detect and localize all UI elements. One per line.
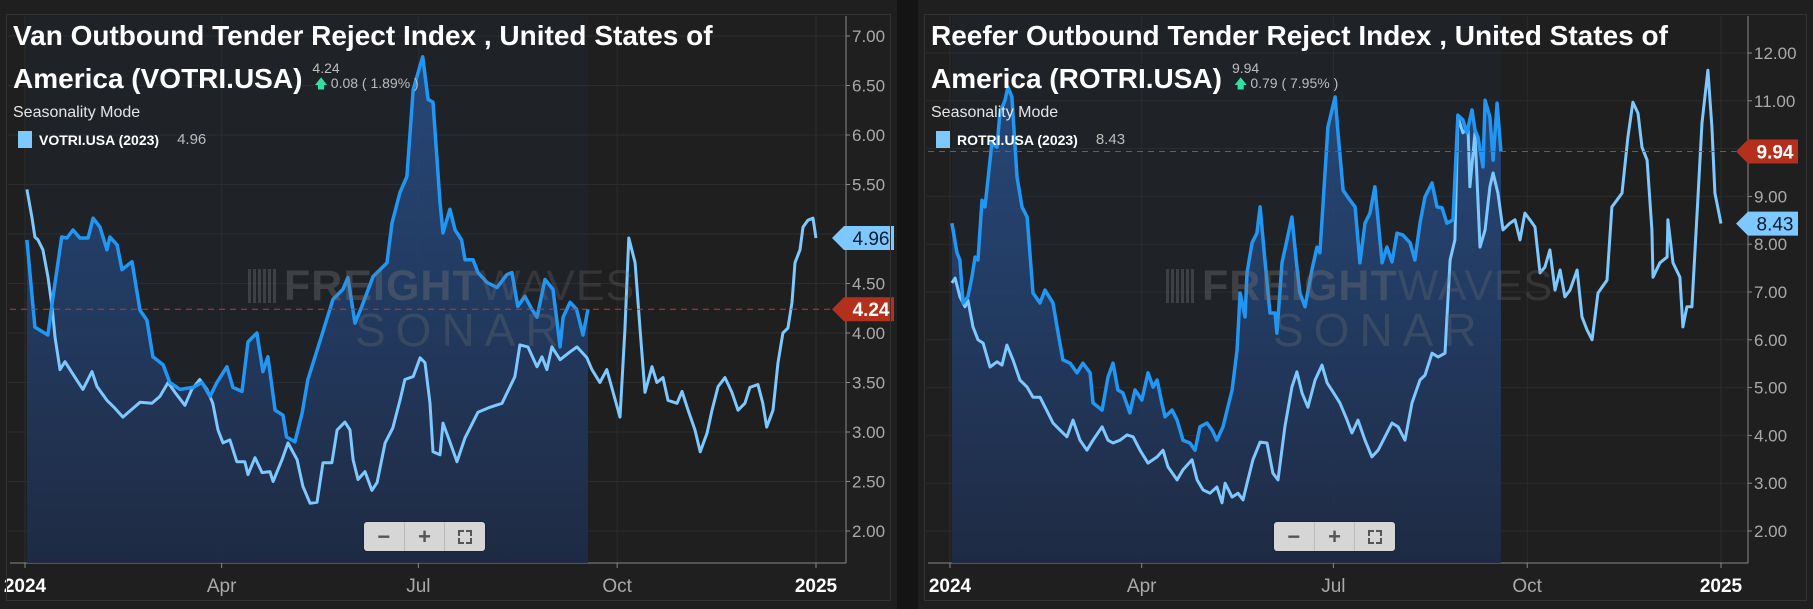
fullscreen-button[interactable] bbox=[445, 522, 485, 551]
votri-chart-panel: 2.002.503.003.504.004.505.005.506.006.50… bbox=[0, 0, 897, 609]
y-tick-label: 4.50 bbox=[852, 275, 885, 294]
y-tick-label: 2.50 bbox=[852, 473, 885, 492]
x-tick-label: Apr bbox=[207, 576, 237, 597]
last-value: 4.24 bbox=[312, 60, 340, 76]
change-value: 0.08 ( 1.89% ) bbox=[330, 75, 419, 91]
x-tick-label: 2025 bbox=[1700, 576, 1743, 597]
chart-title-line1: Van Outbound Tender Reject Index , Unite… bbox=[13, 20, 713, 51]
last-value: 9.94 bbox=[1231, 60, 1260, 76]
comparison-value-tag-text: 4.96 bbox=[853, 229, 890, 250]
y-tick-label: 3.00 bbox=[852, 423, 885, 442]
x-tick-label: Jul bbox=[1321, 576, 1345, 597]
legend-swatch bbox=[936, 131, 950, 148]
y-tick-label: 7.00 bbox=[852, 27, 885, 46]
chart-title-line1: Reefer Outbound Tender Reject Index , Un… bbox=[931, 20, 1668, 51]
x-tick-label: 2024 bbox=[929, 576, 972, 597]
y-tick-label: 6.00 bbox=[1754, 331, 1787, 350]
plus-icon: + bbox=[1328, 523, 1341, 549]
current-value-tag-text: 4.24 bbox=[853, 300, 890, 321]
legend-swatch bbox=[18, 131, 32, 148]
y-tick-label: 3.00 bbox=[1754, 474, 1787, 493]
chart-title-line2: America (ROTRI.USA) bbox=[931, 63, 1222, 94]
rotri-chart-svg[interactable]: 2.003.004.005.006.007.008.009.0010.0011.… bbox=[918, 0, 1813, 609]
y-tick-label: 2.00 bbox=[852, 522, 885, 541]
series-2023-line[interactable] bbox=[950, 68, 1723, 505]
x-tick-label: Jul bbox=[406, 576, 430, 597]
up-arrow-icon: 🡅 bbox=[1233, 76, 1248, 91]
y-tick-label: 8.00 bbox=[1754, 235, 1787, 254]
zoom-out-button[interactable]: − bbox=[364, 522, 405, 551]
chart-title: Reefer Outbound Tender Reject Index , Un… bbox=[931, 14, 1668, 100]
legend-label: VOTRI.USA (2023) bbox=[39, 131, 160, 148]
current-value-tag-text: 9.94 bbox=[1757, 142, 1794, 163]
fullscreen-icon bbox=[458, 529, 473, 544]
series-2024-line[interactable] bbox=[950, 85, 1503, 452]
rotri-chart-panel: 2.003.004.005.006.007.008.009.0010.0011.… bbox=[918, 0, 1813, 609]
legend-item[interactable]: ROTRI.USA (2023) 8.43 bbox=[936, 131, 1125, 148]
legend-value: 8.43 bbox=[1095, 131, 1126, 148]
current-value-tag: 4.24 bbox=[832, 297, 894, 322]
zoom-controls: − + bbox=[1274, 522, 1395, 551]
current-value-tag-shape bbox=[1736, 139, 1798, 164]
votri-chart-svg[interactable]: 2.002.503.003.504.004.505.005.506.006.50… bbox=[0, 0, 897, 609]
plus-icon: + bbox=[418, 523, 431, 549]
comparison-value-tag-shape bbox=[832, 225, 894, 250]
legend-label: ROTRI.USA (2023) bbox=[957, 131, 1078, 148]
quote-block: 4.24 🡅 0.08 ( 1.89% ) bbox=[312, 60, 419, 92]
chart-title-line2: America (VOTRI.USA) bbox=[13, 63, 303, 94]
chart-title: Van Outbound Tender Reject Index , Unite… bbox=[13, 14, 713, 100]
x-tick-label: Oct bbox=[602, 576, 632, 597]
series-2024-band bbox=[26, 16, 588, 563]
y-tick-label: 11.00 bbox=[1754, 92, 1795, 111]
x-tick-label: 2024 bbox=[4, 576, 47, 597]
zoom-in-button[interactable]: + bbox=[1315, 522, 1356, 551]
y-tick-label: 2.00 bbox=[1754, 522, 1787, 541]
y-tick-label: 3.50 bbox=[852, 374, 885, 393]
y-tick-label: 6.50 bbox=[852, 77, 885, 96]
y-tick-label: 5.50 bbox=[852, 176, 885, 195]
up-arrow-icon: 🡅 bbox=[314, 76, 328, 91]
x-tick-label: Apr bbox=[1127, 576, 1157, 597]
zoom-out-button[interactable]: − bbox=[1274, 522, 1315, 551]
seasonality-mode-label: Seasonality Mode bbox=[13, 104, 141, 121]
fullscreen-button[interactable] bbox=[1355, 522, 1395, 551]
comparison-value-tag-shape bbox=[1736, 211, 1798, 236]
legend-item[interactable]: VOTRI.USA (2023) 4.96 bbox=[18, 131, 206, 148]
seasonality-mode-label: Seasonality Mode bbox=[931, 104, 1059, 121]
x-tick-label: Oct bbox=[1512, 576, 1542, 597]
minus-icon: − bbox=[1287, 523, 1301, 549]
current-value-tag: 9.94 bbox=[1736, 139, 1798, 164]
y-tick-label: 4.00 bbox=[852, 324, 885, 343]
x-tick-label: 2025 bbox=[795, 576, 838, 597]
comparison-value-tag-text: 8.43 bbox=[1757, 215, 1794, 236]
y-tick-label: 7.00 bbox=[1754, 283, 1787, 302]
y-tick-label: 6.00 bbox=[852, 126, 885, 145]
y-tick-label: 4.00 bbox=[1754, 426, 1787, 445]
panel-divider bbox=[897, 0, 918, 609]
series-2024-line[interactable] bbox=[25, 55, 590, 444]
fullscreen-icon bbox=[1368, 529, 1383, 544]
zoom-controls: − + bbox=[364, 522, 485, 551]
comparison-value-tag: 8.43 bbox=[1736, 211, 1798, 236]
change-value: 0.79 ( 7.95% ) bbox=[1250, 75, 1339, 91]
y-tick-label: 5.00 bbox=[1754, 379, 1787, 398]
comparison-value-tag: 4.96 bbox=[832, 225, 894, 250]
zoom-in-button[interactable]: + bbox=[405, 522, 446, 551]
y-tick-label: 12.00 bbox=[1754, 44, 1797, 63]
legend-value: 4.96 bbox=[177, 131, 207, 148]
minus-icon: − bbox=[377, 523, 391, 549]
series-2023-line[interactable] bbox=[25, 189, 818, 505]
current-value-tag-shape bbox=[832, 297, 894, 322]
y-tick-label: 9.00 bbox=[1754, 187, 1787, 206]
quote-block: 9.94 🡅 0.79 ( 7.95% ) bbox=[1231, 60, 1339, 92]
